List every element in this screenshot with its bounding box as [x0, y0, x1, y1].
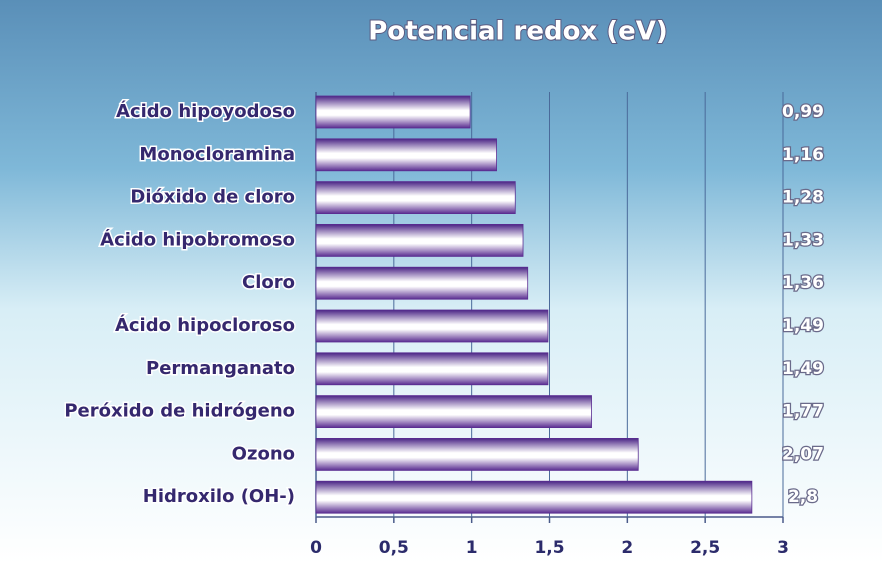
- value-label: 2,8: [788, 487, 818, 507]
- x-tick-label: 0: [310, 538, 322, 558]
- value-label: 1,16: [782, 145, 824, 165]
- x-tick-label: 1,5: [534, 538, 564, 558]
- x-tick-label: 2,5: [690, 538, 720, 558]
- value-label: 0,99: [782, 102, 824, 122]
- bar: [315, 309, 549, 343]
- bar: [315, 138, 497, 172]
- x-tick-label: 3: [777, 538, 789, 558]
- category-label: Ozono: [232, 443, 295, 464]
- bar: [315, 395, 592, 429]
- x-tick-label: 1: [466, 538, 478, 558]
- category-label: Ácido hipobromoso: [100, 228, 295, 250]
- bar: [315, 223, 524, 257]
- bar: [315, 437, 639, 471]
- value-label: 2,07: [782, 444, 824, 464]
- bar: [315, 266, 529, 300]
- bar: [315, 352, 549, 386]
- category-label: Ácido hipocloroso: [115, 314, 295, 336]
- value-label: 1,49: [782, 316, 824, 336]
- category-label: Hidroxilo (OH-): [143, 486, 295, 507]
- x-tick-label: 2: [621, 538, 633, 558]
- category-label: Monocloramina: [139, 144, 295, 165]
- category-label: Peróxido de hidrógeno: [64, 401, 295, 422]
- value-label: 1,33: [782, 230, 824, 250]
- category-label: Dióxido de cloro: [130, 187, 295, 208]
- bar: [315, 480, 753, 514]
- category-label: Ácido hipoyodoso: [116, 100, 295, 122]
- category-label: Permanganato: [146, 358, 295, 379]
- value-label: 1,49: [782, 359, 824, 379]
- chart-title: Potencial redox (eV): [368, 17, 668, 47]
- bar: [315, 181, 516, 215]
- x-tick-label: 0,5: [379, 538, 409, 558]
- value-label: 1,28: [782, 188, 824, 208]
- bar: [315, 95, 471, 129]
- value-label: 1,77: [782, 402, 824, 422]
- value-label: 1,36: [782, 273, 824, 293]
- category-label: Cloro: [242, 272, 295, 293]
